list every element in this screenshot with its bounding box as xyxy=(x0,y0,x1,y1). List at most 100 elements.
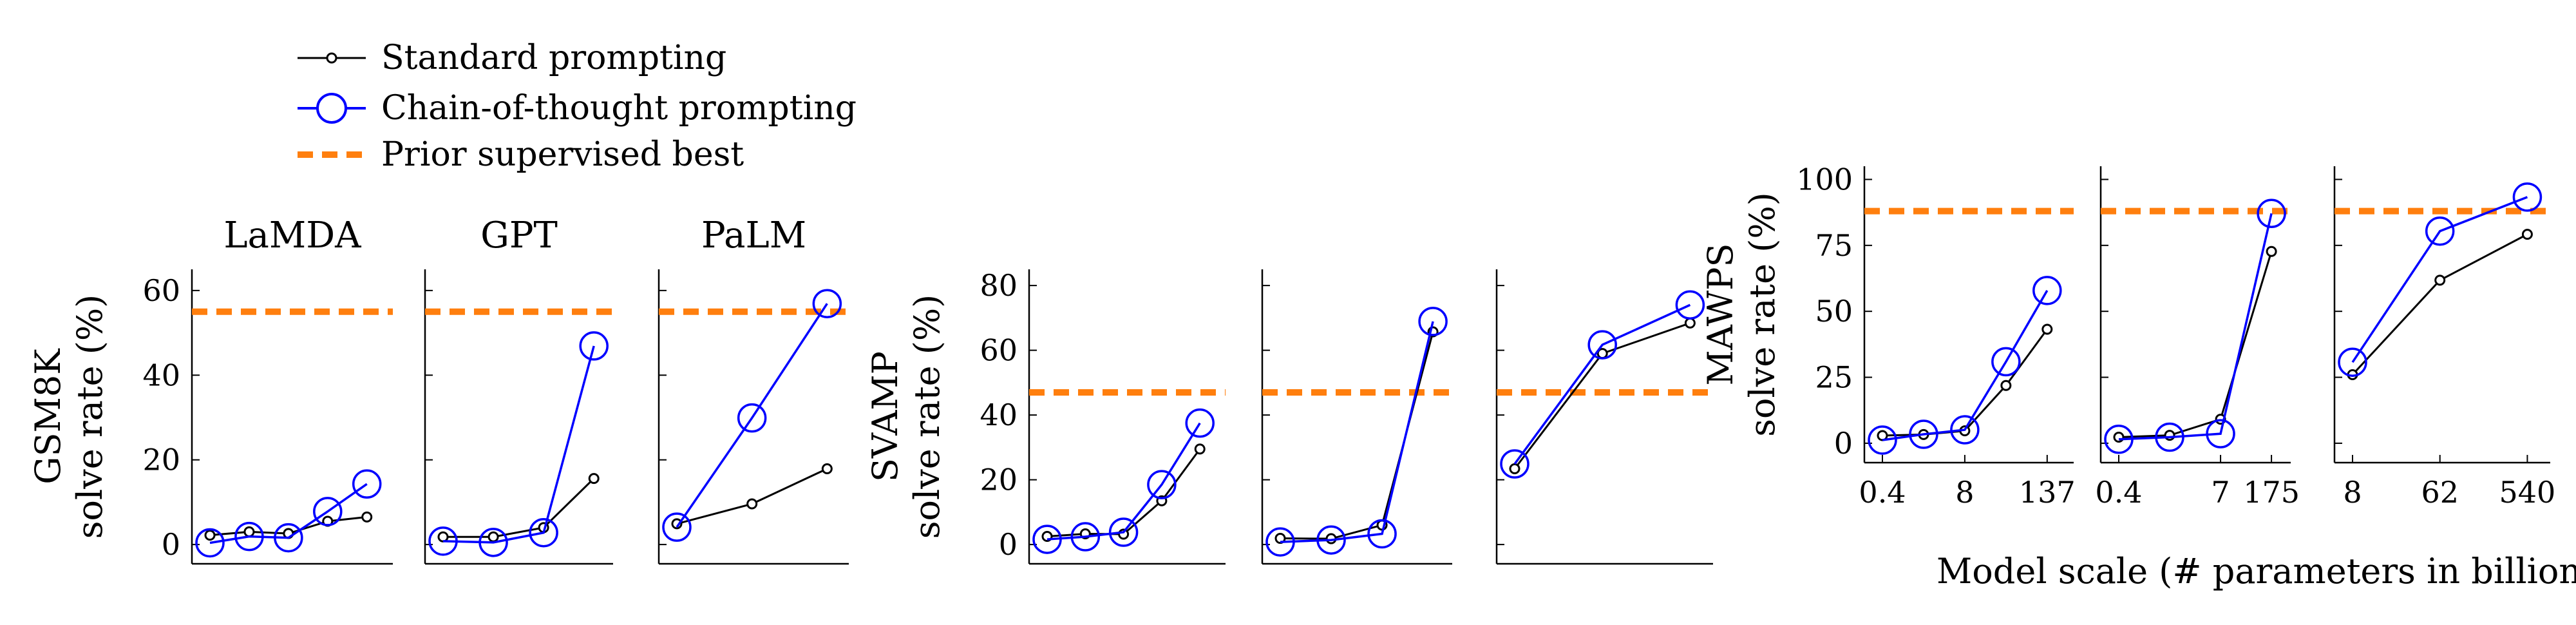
y-axis-label-dataset: MAWPS xyxy=(1700,244,1741,386)
cot-point xyxy=(1500,449,1530,479)
y-tick-label: 60 xyxy=(142,273,180,308)
y-tick-label: 20 xyxy=(142,443,180,477)
cot-point xyxy=(2104,425,2134,454)
panel-title: LaMDA xyxy=(223,215,361,256)
y-axis-label-dataset: GSM8K xyxy=(28,348,68,485)
x-tick-label: 8 xyxy=(2343,475,2362,510)
cot-point xyxy=(1108,517,1139,547)
standard-point xyxy=(671,518,683,530)
cot-point xyxy=(234,521,264,552)
cot-point xyxy=(2032,276,2062,305)
cot-point xyxy=(1367,519,1397,549)
cot-point xyxy=(1909,419,1938,449)
cot-point xyxy=(1070,522,1101,552)
standard-point xyxy=(2041,323,2053,335)
y-axis-label-metric: solve rate (%) xyxy=(907,294,947,539)
y-tick-label: 40 xyxy=(142,358,180,392)
standard-point xyxy=(2000,380,2012,391)
cot-point xyxy=(1418,307,1448,336)
x-tick-label: 8 xyxy=(1955,475,1974,510)
cot-point xyxy=(662,512,692,542)
cot-point xyxy=(529,517,558,548)
legend-item: Standard prompting xyxy=(298,39,726,77)
y-axis-label-dataset: SVAMP xyxy=(865,351,905,482)
cot-point xyxy=(2512,182,2543,212)
y-tick-label: 25 xyxy=(1815,360,1853,395)
standard-point xyxy=(746,498,758,510)
cot-point xyxy=(1147,470,1177,499)
y-tick-label: 100 xyxy=(1796,162,1853,197)
cot-point xyxy=(313,497,343,526)
chart-panel: GPT xyxy=(424,215,613,565)
y-tick-label: 80 xyxy=(980,268,1018,303)
panel-title: GPT xyxy=(480,215,558,256)
y-tick-label: 0 xyxy=(162,527,180,562)
standard-point xyxy=(588,473,600,485)
cot-point xyxy=(2206,419,2235,448)
standard-point xyxy=(1509,463,1520,475)
legend-item: Chain-of-thought prompting xyxy=(298,89,857,128)
y-tick-label: 0 xyxy=(999,527,1018,562)
cot-point xyxy=(1587,330,1617,360)
panel-title: PaLM xyxy=(701,215,806,256)
y-axis-label-metric: solve rate (%) xyxy=(70,294,110,539)
legend-label: Standard prompting xyxy=(381,39,726,77)
standard-point xyxy=(1274,533,1286,544)
legend-marker xyxy=(316,93,347,124)
cot-series-line xyxy=(2118,213,2273,441)
chart-panel xyxy=(1495,269,1713,565)
cot-series-line xyxy=(1882,289,2049,441)
standard-point xyxy=(2434,274,2446,286)
cot-point xyxy=(2338,347,2367,377)
cot-point xyxy=(2425,216,2455,246)
legend: Standard prompting Chain-of-thought promp… xyxy=(298,39,857,174)
x-tick-label: 137 xyxy=(2019,475,2076,510)
cot-point xyxy=(1032,524,1062,554)
cot-point xyxy=(2257,198,2286,229)
standard-point xyxy=(437,531,449,543)
x-tick-label: 540 xyxy=(2499,475,2556,510)
y-tick-label: 20 xyxy=(980,463,1018,497)
cot-point xyxy=(352,469,382,499)
cot-point xyxy=(812,289,842,318)
cot-point xyxy=(579,331,609,361)
cot-series-line xyxy=(676,303,828,528)
cot-point xyxy=(2155,422,2184,452)
cot-point xyxy=(195,528,225,558)
legend-marker xyxy=(326,52,337,64)
cot-point xyxy=(478,528,508,557)
chart-panel: 0 20 40 60 LaMDA GSM8K solve rate (%) xyxy=(28,215,393,565)
chart-panel xyxy=(1261,269,1452,565)
x-tick-label: 0.4 xyxy=(2095,475,2142,510)
standard-point xyxy=(821,463,833,474)
y-tick-label: 60 xyxy=(980,333,1018,368)
cot-series-line xyxy=(1513,303,1691,465)
standard-point xyxy=(2266,245,2277,257)
y-tick-label: 0 xyxy=(1834,426,1853,461)
cot-point xyxy=(1991,347,2021,377)
standard-series-line xyxy=(1280,331,1434,540)
standard-point xyxy=(204,530,216,541)
standard-point xyxy=(488,531,499,543)
y-axis-label-metric: solve rate (%) xyxy=(1742,192,1783,436)
legend-label: Prior supervised best xyxy=(381,135,744,174)
x-tick-label: 175 xyxy=(2243,475,2300,510)
cot-point xyxy=(274,523,303,553)
standard-series-line xyxy=(2118,251,2273,438)
standard-point xyxy=(361,511,373,523)
cot-point xyxy=(1950,415,1980,445)
legend-label: Chain-of-thought prompting xyxy=(381,89,857,128)
y-tick-label: 50 xyxy=(1815,294,1853,329)
standard-series-line xyxy=(443,477,595,538)
x-tick-label: 7 xyxy=(2211,475,2230,510)
standard-point xyxy=(1194,443,1206,455)
standard-point xyxy=(2113,431,2125,443)
chart-panel: 0 25 50 75 100 0.4 8 137 MAWPS solve rate (%) xyxy=(1700,162,2076,510)
cot-point xyxy=(1675,290,1705,320)
cot-series-line xyxy=(1280,321,1434,543)
cot-series-line xyxy=(2351,196,2528,363)
y-tick-label: 75 xyxy=(1815,228,1853,263)
cot-series-line xyxy=(442,345,595,544)
